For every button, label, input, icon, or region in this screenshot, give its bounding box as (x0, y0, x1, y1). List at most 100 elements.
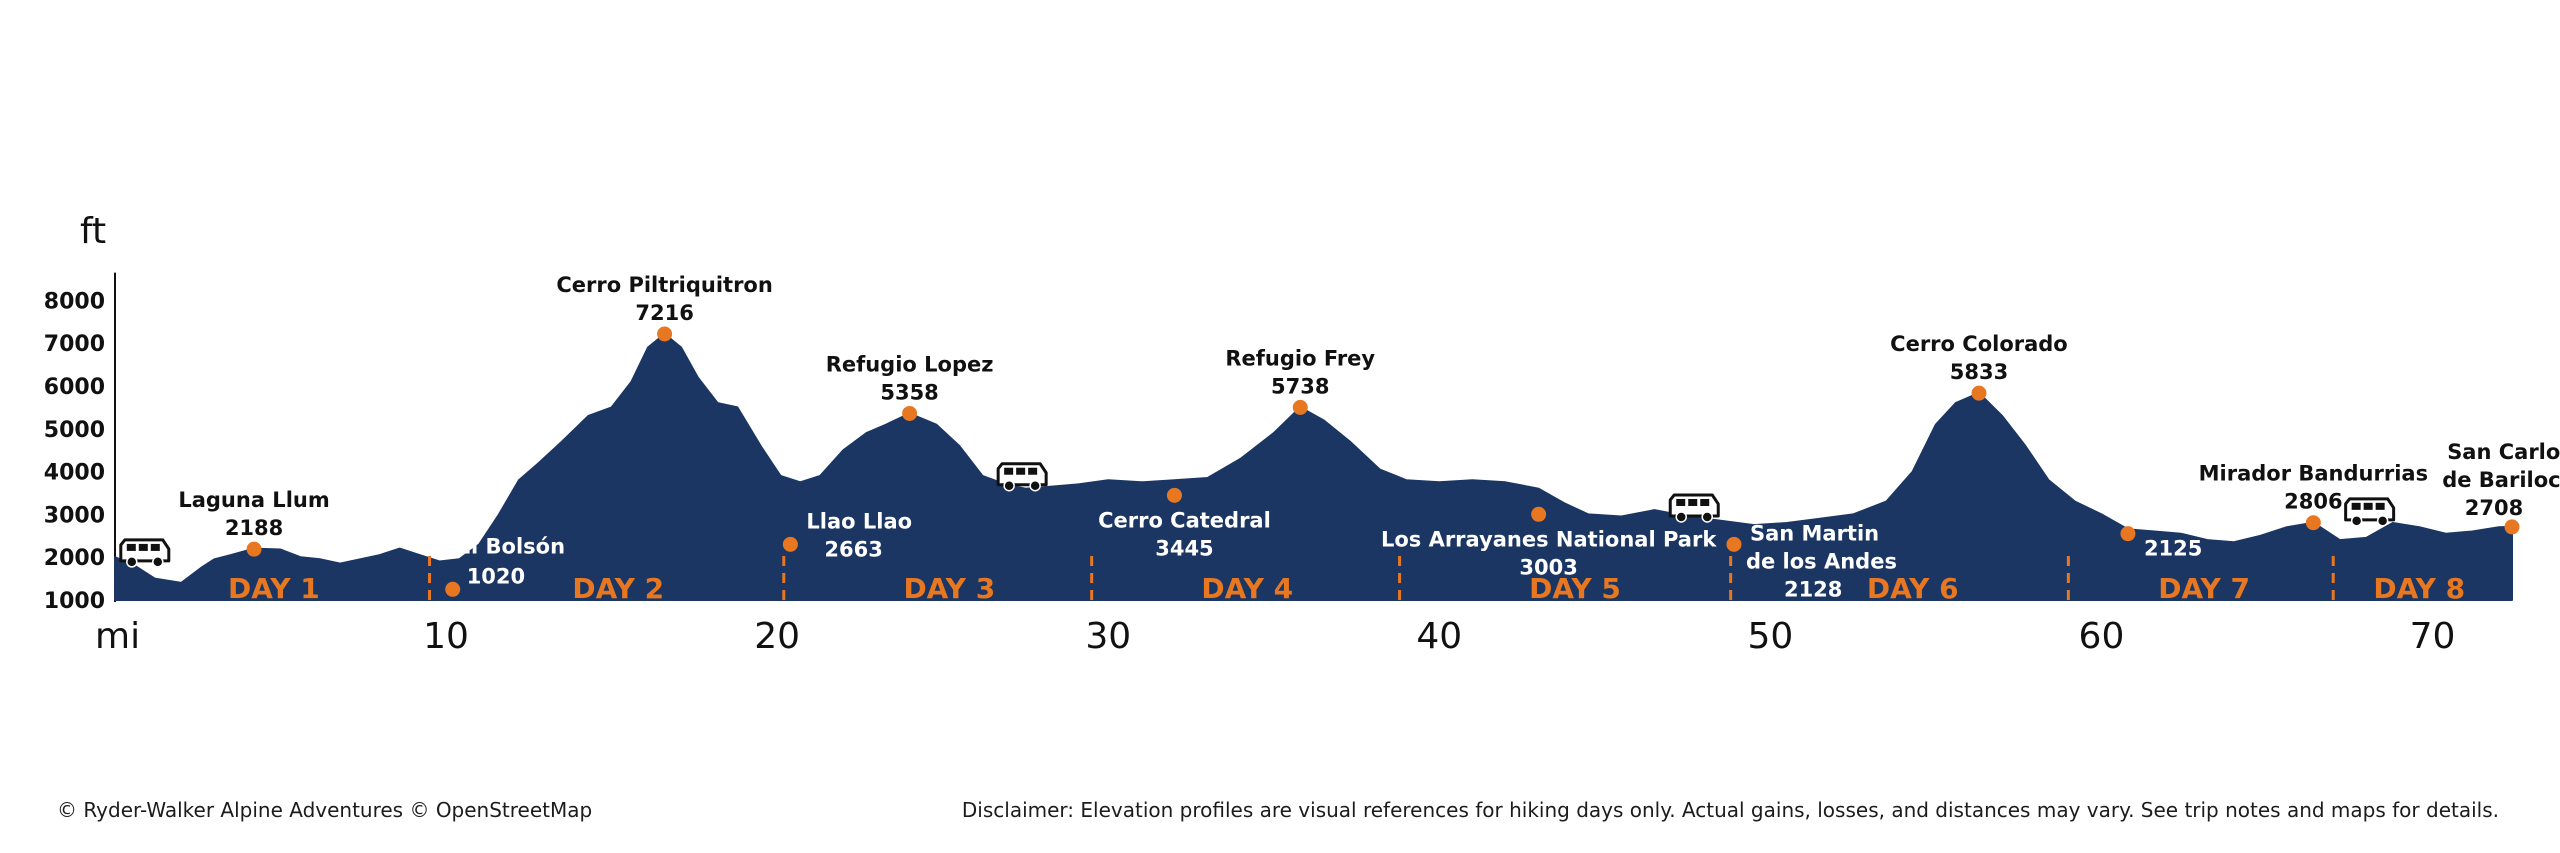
waypoint-name: Los Arrayanes National Park (1381, 527, 1717, 551)
waypoint-name: San Carlos (2447, 440, 2560, 464)
van-window (138, 543, 148, 551)
waypoint: Mirador Bandurrias 2806 (2199, 462, 2428, 531)
y-tick-label: 7000 (44, 332, 105, 357)
waypoint-marker (2120, 526, 2136, 542)
van-window (2363, 502, 2373, 510)
day-label: DAY 7 (2158, 572, 2250, 605)
waypoint: Cerro Catedral 3445 (1098, 487, 1271, 560)
van-window (1676, 498, 1686, 506)
waypoint-elevation: 3003 (1519, 555, 1577, 579)
van-window (1016, 467, 1026, 475)
waypoint: Llao Llao 2663 (782, 509, 912, 561)
waypoint-marker (445, 581, 461, 597)
y-tick-label: 4000 (44, 461, 105, 486)
van-wheel (2350, 515, 2363, 527)
profile-layer (114, 333, 2513, 601)
waypoint: Laguna Llum 2188 (178, 488, 330, 557)
van-window (1700, 498, 1710, 506)
copyright-credit: © Ryder-Walker Alpine Adventures © OpenS… (57, 798, 593, 822)
waypoint: Lago Lácar 2125 (2120, 507, 2273, 561)
waypoint-elevation: 2708 (2465, 496, 2523, 520)
van-window (1688, 498, 1698, 506)
waypoint-name: de Bariloche (2442, 468, 2560, 492)
waypoint: Refugio Frey 5738 (1225, 346, 1375, 415)
x-tick-label: 70 (2410, 616, 2456, 657)
van-wheel (1029, 479, 1041, 492)
van-window (150, 543, 160, 551)
x-axis-label: mi (95, 616, 140, 657)
day-label: DAY 3 (903, 572, 995, 605)
van-wheel (2376, 515, 2389, 527)
van-window (2375, 502, 2385, 510)
waypoint-marker (1292, 399, 1308, 415)
van-icon (1668, 493, 1720, 523)
van-window (1004, 467, 1014, 475)
van-body (2344, 497, 2396, 527)
waypoint-elevation: 2806 (2284, 490, 2342, 514)
y-tick-label: 5000 (44, 418, 105, 443)
van-window (126, 543, 136, 551)
waypoint-marker (1166, 487, 1182, 503)
waypoint-elevation: 5738 (1271, 374, 1329, 398)
waypoint-marker (782, 536, 798, 552)
waypoint-name: Llao Llao (806, 509, 912, 533)
waypoint-elevation: 2663 (824, 537, 882, 561)
waypoint-marker (246, 541, 262, 557)
x-tick-label: 60 (2079, 616, 2125, 657)
waypoint-layer: Laguna Llum 2188 El Bolsón 1020 Cerro Piltri… (178, 273, 2560, 601)
waypoint-name: Cerro Colorado (1890, 332, 2068, 356)
van-body (1668, 493, 1720, 523)
waypoint-marker (1531, 506, 1547, 522)
day-label-layer: DAY 1 DAY 2 DAY 3 DAY 4 DAY 5 DAY 6 DAY 7 DAY 8 (228, 572, 2465, 605)
x-tick-label: 10 (423, 616, 469, 657)
disclaimer-text: Disclaimer: Elevation profiles are visua… (961, 798, 2499, 822)
y-tick-label: 1000 (44, 589, 105, 614)
day-label: DAY 8 (2373, 572, 2465, 605)
waypoint-name: El Bolsón (457, 534, 565, 558)
waypoint: Cerro Piltriquitron 7216 (556, 273, 773, 342)
day-label: DAY 1 (228, 572, 320, 605)
waypoint-elevation: 2125 (2144, 537, 2202, 561)
waypoint-marker (2504, 519, 2520, 535)
waypoint-name: Lago Lácar (2144, 507, 2273, 531)
y-tick-label: 6000 (44, 375, 105, 400)
waypoint-marker (2305, 515, 2321, 531)
x-tick-label: 30 (1085, 616, 1131, 657)
waypoint: Refugio Lopez 5358 (826, 352, 994, 421)
waypoint-name: de los Andes (1746, 549, 1897, 573)
waypoint-elevation: 5833 (1950, 360, 2008, 384)
y-tick-label: 2000 (44, 546, 105, 571)
waypoint-elevation: 1020 (467, 564, 525, 588)
van-body (996, 462, 1048, 492)
x-tick-label: 50 (1747, 616, 1793, 657)
waypoint-name: Refugio Frey (1225, 346, 1375, 370)
day-label: DAY 5 (1529, 572, 1621, 605)
waypoint-elevation: 2128 (1784, 577, 1842, 601)
waypoint: Cerro Colorado 5833 (1890, 332, 2068, 401)
waypoint-marker (1726, 536, 1742, 552)
x-axis: 10 20 30 40 50 60 70 (423, 616, 2455, 657)
waypoint-name: Mirador Bandurrias (2199, 462, 2428, 486)
waypoint: San Carlos de Bariloche 2708 (2442, 440, 2560, 535)
waypoint-marker (657, 326, 673, 342)
van-wheel (126, 556, 138, 568)
waypoint-name: Cerro Catedral (1098, 508, 1271, 532)
waypoint-name: Refugio Lopez (826, 352, 994, 376)
transfer-layer (119, 462, 2396, 568)
waypoint-name: San Martin (1750, 521, 1879, 545)
van-wheel (1675, 511, 1687, 523)
waypoint-marker (1971, 385, 1987, 401)
van-body (119, 538, 171, 568)
day-divider-layer (428, 556, 2335, 600)
waypoint-marker (902, 405, 918, 421)
waypoint: San Martin de los Andes 2128 (1726, 521, 1897, 601)
van-icon (996, 462, 1048, 492)
x-tick-label: 40 (1416, 616, 1462, 657)
van-wheel (1003, 479, 1015, 492)
van-window (1028, 467, 1038, 475)
waypoint-elevation: 3445 (1155, 536, 1213, 560)
waypoint-name: Laguna Llum (178, 488, 329, 512)
waypoint-elevation: 7216 (635, 301, 693, 325)
day-label: DAY 6 (1867, 572, 1959, 605)
